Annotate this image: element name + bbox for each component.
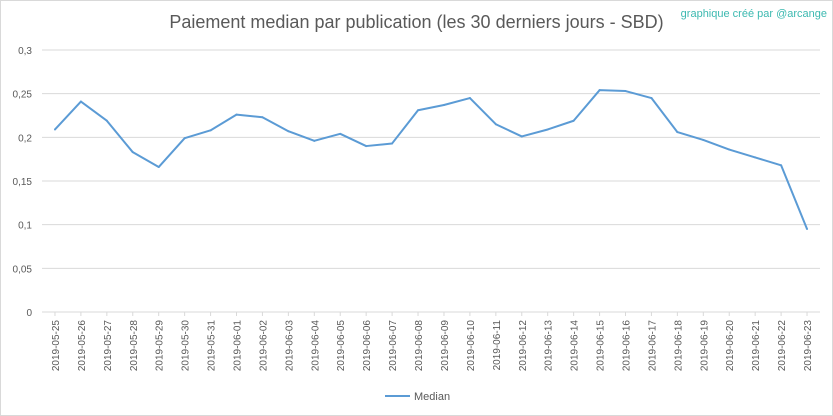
series-group [53,89,809,231]
y-axis-ticks: 0 0,05 0,1 0,15 0,2 0,25 0,3 [13,46,33,319]
y-tick-label: 0,05 [13,264,33,275]
x-tick-label: 2019-06-10 [466,320,477,372]
chart-title: Paiement median par publication (les 30 … [169,12,664,32]
x-tick-label: 2019-06-02 [258,320,269,372]
data-point [572,119,575,122]
x-tick-label: 2019-06-18 [673,320,684,372]
data-point [494,123,497,126]
series-line-median [54,89,808,230]
x-tick-label: 2019-05-28 [129,320,140,372]
x-axis-ticks: 2019-05-25 2019-05-26 2019-05-27 2019-05-28… [51,312,814,371]
data-point [391,142,394,145]
data-point [183,137,186,140]
x-tick-label: 2019-05-26 [77,320,88,372]
data-point [157,166,160,169]
x-tick-label: 2019-05-31 [207,320,218,372]
x-tick-label: 2019-06-03 [284,320,295,372]
y-tick-label: 0,15 [13,177,33,188]
data-point [650,97,653,100]
y-tick-label: 0,1 [18,221,32,232]
data-point [702,138,705,141]
data-point [365,145,368,148]
x-tick-label: 2019-06-05 [336,320,347,372]
y-tick-label: 0,3 [18,46,32,57]
x-tick-label: 2019-06-12 [518,320,529,372]
data-point [546,128,549,131]
data-point [235,113,238,116]
data-point [598,89,601,92]
chart-credit: graphique créé par @arcange [680,8,827,20]
x-tick-label: 2019-06-01 [233,320,244,372]
x-tick-label: 2019-05-25 [51,320,62,372]
y-tick-label: 0,2 [18,133,32,144]
y-tick-label: 0 [26,308,32,319]
x-tick-label: 2019-06-09 [440,320,451,372]
data-point [728,148,731,151]
x-tick-label: 2019-06-21 [751,320,762,372]
data-point [287,130,290,133]
x-tick-label: 2019-06-17 [647,320,658,372]
data-point [417,109,420,112]
x-tick-label: 2019-06-22 [777,320,788,372]
x-tick-label: 2019-06-16 [622,320,633,372]
x-tick-label: 2019-06-23 [803,320,814,372]
data-point [806,228,809,231]
x-tick-label: 2019-06-04 [310,320,321,372]
data-point [624,90,627,93]
x-tick-label: 2019-05-27 [103,320,114,372]
data-point [754,156,757,159]
data-point [780,164,783,167]
data-point [339,132,342,135]
x-tick-label: 2019-05-29 [155,320,166,372]
x-tick-label: 2019-06-08 [414,320,425,372]
data-point [676,131,679,134]
x-tick-label: 2019-05-30 [181,320,192,372]
x-tick-label: 2019-06-14 [570,320,581,372]
x-tick-label: 2019-06-11 [492,320,503,371]
x-tick-label: 2019-06-15 [596,320,607,372]
y-tick-label: 0,25 [13,90,33,101]
x-tick-label: 2019-06-20 [725,320,736,372]
legend-label: Median [414,391,450,403]
x-tick-label: 2019-06-07 [388,320,399,372]
data-point [261,116,264,119]
data-point [442,104,445,107]
x-tick-label: 2019-06-13 [544,320,555,372]
data-point [520,135,523,138]
gridlines [42,49,820,313]
legend: Median [385,391,450,403]
data-point [209,129,212,132]
data-point [313,139,316,142]
data-point [131,151,134,154]
data-point [79,100,82,103]
data-point [53,128,56,131]
data-point [105,119,108,122]
x-tick-label: 2019-06-19 [699,320,710,372]
x-tick-label: 2019-06-06 [362,320,373,372]
data-point [468,97,471,100]
